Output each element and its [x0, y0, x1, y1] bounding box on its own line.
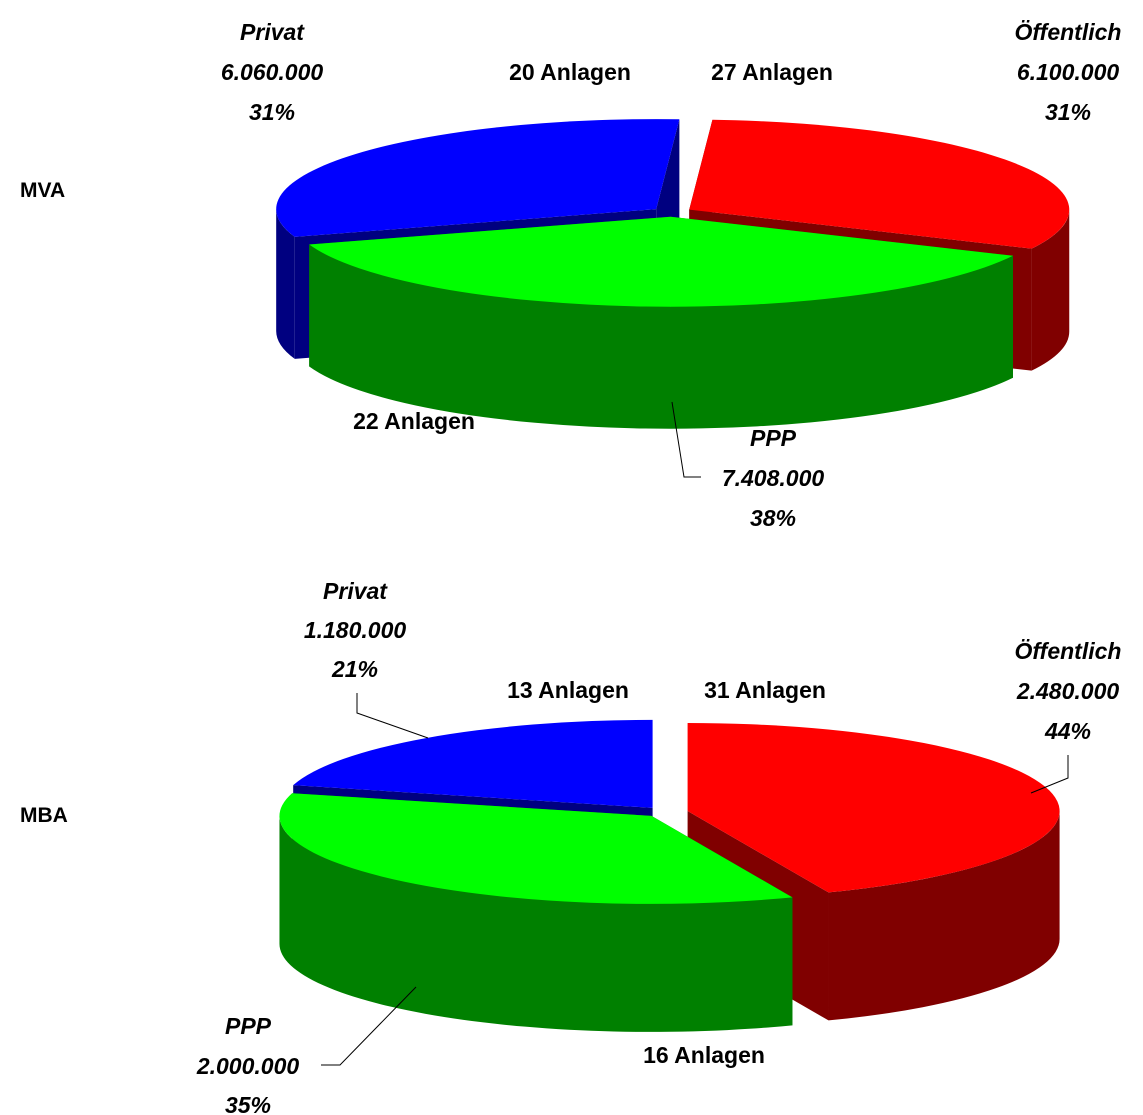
mva-ppp-side [309, 244, 1013, 429]
mba-ppp-leader [321, 986, 417, 1066]
mba-privat-slice [293, 719, 653, 808]
mba-oeffentlich-count: 31 Anlagen [704, 677, 826, 703]
mba-pie [279, 719, 1060, 1032]
mba-ppp-value: 2.000.000 [196, 1053, 300, 1079]
mba-privat-percent: 21% [331, 656, 378, 682]
mba-privat-count: 13 Anlagen [507, 677, 629, 703]
mba-ppp-percent: 35% [225, 1092, 271, 1115]
mva-privat-slice [276, 119, 680, 237]
mba-privat-name: Privat [323, 578, 388, 604]
mba-oeffentlich-leader [1030, 755, 1069, 794]
mva-privat-percent: 31% [249, 99, 295, 125]
mva-ppp-value: 7.408.000 [722, 465, 825, 491]
mba-oeffentlich-percent: 44% [1044, 718, 1091, 744]
mva-ppp-count: 22 Anlagen [353, 408, 475, 434]
mba-ppp-count: 16 Anlagen [643, 1042, 765, 1068]
mva-ppp-slice [309, 216, 1013, 307]
mva-ppp-percent: 38% [750, 505, 796, 531]
mva-privat-name: Privat [240, 19, 305, 45]
mva-oeffentlich-name: Öffentlich [1015, 19, 1122, 45]
mba-chart-title: MBA [20, 804, 68, 827]
mba-privat-value: 1.180.000 [304, 617, 407, 643]
mva-privat-side [276, 209, 295, 359]
mba-oeffentlich-slice [687, 722, 1060, 893]
mva-oeffentlich-side [1031, 209, 1070, 371]
mva-privat-value: 6.060.000 [221, 59, 324, 85]
mba-ppp-slice [279, 793, 793, 904]
mva-ppp-leader [671, 401, 701, 478]
mba-ppp-name: PPP [225, 1013, 272, 1039]
mba-oeffentlich-side [828, 810, 1060, 1021]
mba-oeffentlich-value: 2.480.000 [1016, 678, 1120, 704]
mba-oeffentlich-name: Öffentlich [1015, 638, 1122, 664]
mva-pie [276, 119, 1070, 429]
mba-privat-leader [356, 693, 429, 739]
mva-oeffentlich-percent: 31% [1045, 99, 1091, 125]
mva-oeffentlich-count: 27 Anlagen [711, 59, 833, 85]
mva-chart-title: MVA [20, 179, 65, 202]
mva-ppp-name: PPP [750, 425, 797, 451]
mba-ppp-side [279, 815, 793, 1032]
mva-oeffentlich-value: 6.100.000 [1017, 59, 1120, 85]
leader-lines [321, 401, 1069, 1066]
mva-privat-count: 20 Anlagen [509, 59, 631, 85]
mva-oeffentlich-slice [689, 119, 1070, 249]
